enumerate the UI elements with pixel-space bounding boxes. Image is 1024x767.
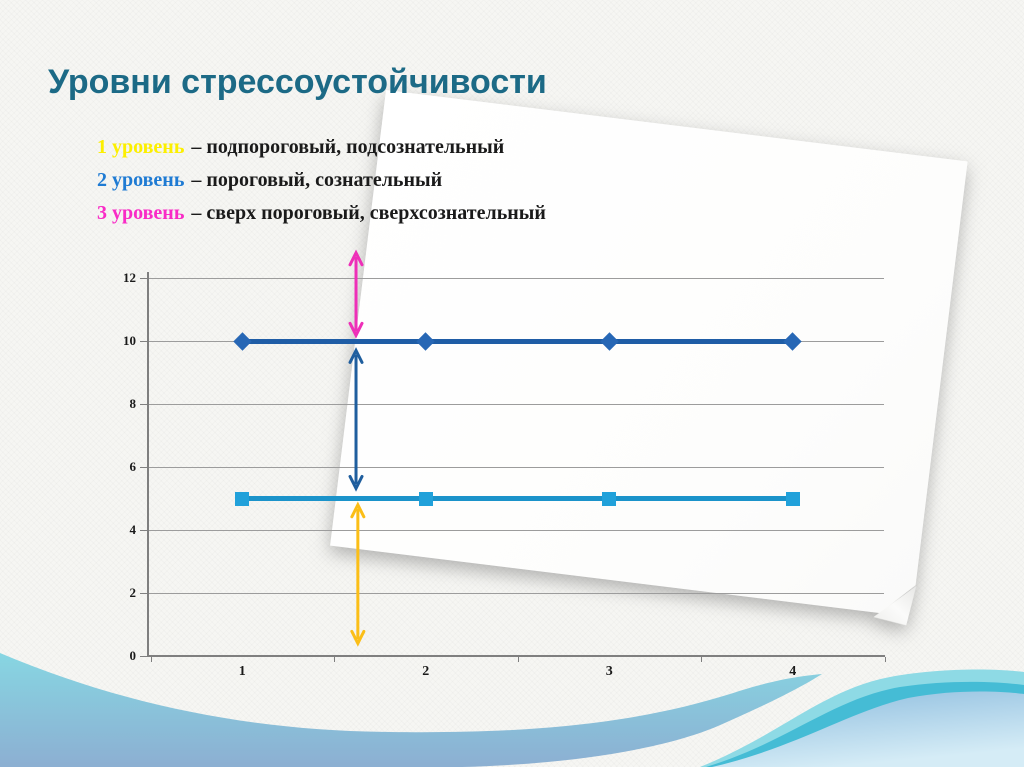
level-3-desc: – сверх пороговый, сверхсознательный <box>191 202 546 224</box>
bottom-wave-decoration <box>0 653 1024 767</box>
y-axis-tick <box>140 529 148 531</box>
y-axis-tick <box>140 277 148 279</box>
marker-diamond-upper-threshold <box>783 331 802 351</box>
level-2-desc: – пороговый, сознательный <box>191 169 443 191</box>
x-axis <box>147 655 885 657</box>
y-axis-tick <box>140 466 148 468</box>
gridline <box>148 592 884 594</box>
y-tick-label: 4 <box>129 522 137 537</box>
gridline <box>148 529 884 531</box>
y-tick-label: 12 <box>123 270 136 285</box>
levels-list: 1 уровень – подпороговый, подсознательный… <box>97 131 546 230</box>
x-axis-tick <box>884 657 886 662</box>
y-axis-tick <box>140 592 148 594</box>
y-tick-label: 10 <box>123 333 136 348</box>
level-1-label: 1 уровень <box>97 136 185 158</box>
marker-square-lower-threshold <box>235 491 250 506</box>
wave-right-body <box>712 691 1024 767</box>
series-line-lower-threshold <box>242 496 793 501</box>
marker-square-lower-threshold <box>785 491 800 506</box>
level-3-label: 3 уровень <box>97 202 185 224</box>
marker-diamond-upper-threshold <box>600 331 619 351</box>
y-tick-label: 6 <box>129 459 137 474</box>
arrow-above-upper-level <box>348 249 364 339</box>
series-line-upper-threshold <box>242 338 793 344</box>
x-axis-tick <box>150 657 152 662</box>
y-tick-label: 0 <box>129 648 137 663</box>
gridline <box>148 277 884 279</box>
marker-square-lower-threshold <box>418 491 433 506</box>
level-item-2: 2 уровень – пороговый, сознательный <box>97 164 546 197</box>
y-tick-label: 8 <box>129 396 137 411</box>
y-axis-tick <box>140 655 148 657</box>
x-tick-label: 4 <box>789 664 797 679</box>
x-axis-tick <box>701 657 702 662</box>
y-axis-tick <box>140 340 148 342</box>
level-1-desc: – подпороговый, подсознательный <box>191 136 505 158</box>
level-2-label: 2 уровень <box>97 169 185 191</box>
marker-diamond-upper-threshold <box>416 331 435 351</box>
y-tick-label: 2 <box>129 585 137 600</box>
arrow-between-levels <box>348 347 364 492</box>
marker-square-lower-threshold <box>602 491 617 506</box>
x-tick-label: 1 <box>238 664 246 679</box>
x-tick-label: 2 <box>422 664 430 679</box>
wave-left <box>0 653 822 767</box>
gridline <box>148 403 884 405</box>
y-axis-tick <box>140 403 148 405</box>
x-axis-tick <box>334 657 335 662</box>
level-item-3: 3 уровень – сверх пороговый, сверхсознате… <box>97 197 546 230</box>
arrow-below-lower-level <box>350 501 366 647</box>
slide-title: Уровни стрессоустойчивости <box>48 62 547 101</box>
x-axis-tick <box>517 657 519 662</box>
x-tick-label: 3 <box>605 664 613 679</box>
gridline <box>148 466 884 468</box>
y-axis <box>147 272 149 657</box>
marker-diamond-upper-threshold <box>233 331 252 351</box>
level-item-1: 1 уровень – подпороговый, подсознательный <box>97 131 546 164</box>
